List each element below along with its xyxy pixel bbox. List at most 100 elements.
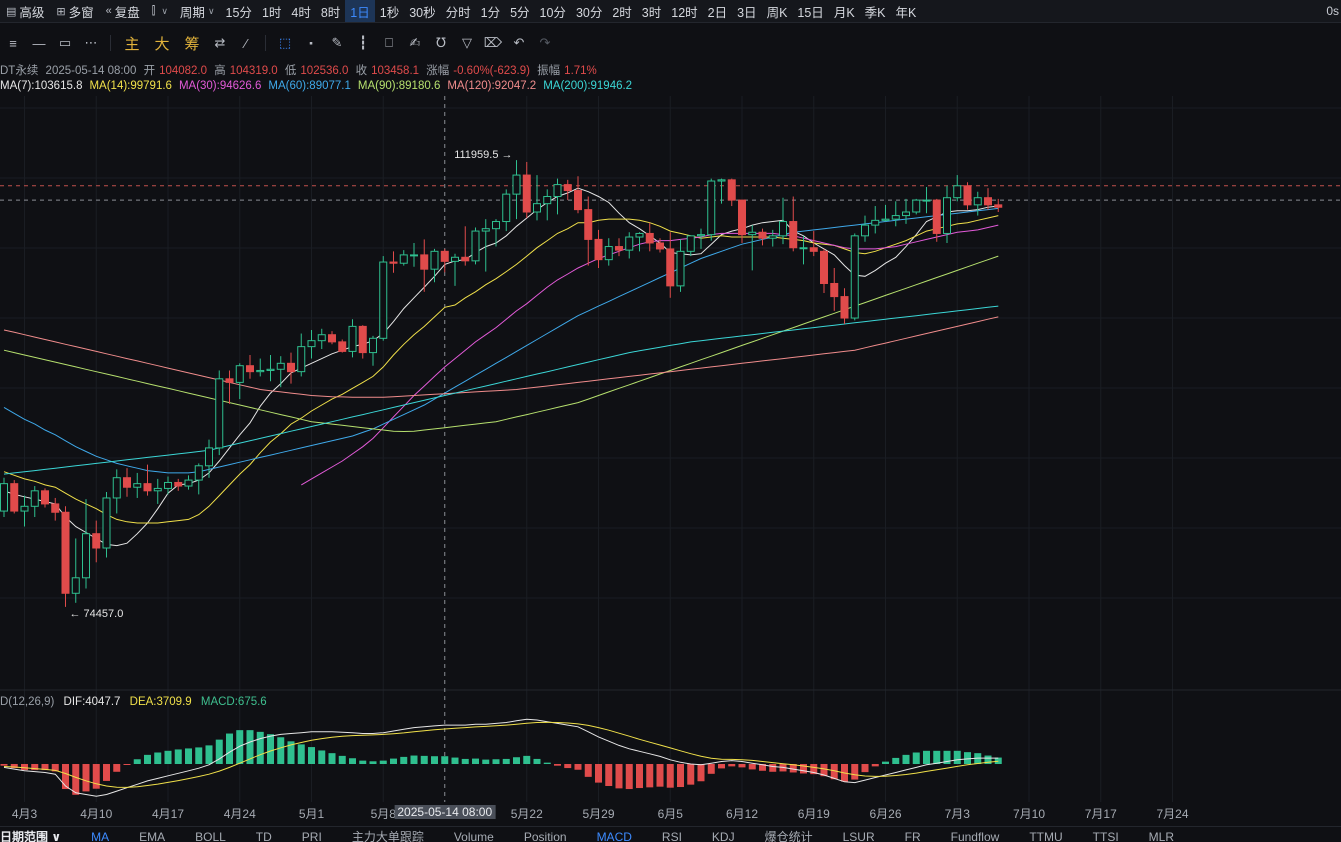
lock-icon[interactable]: ⎕ (385, 35, 393, 50)
candle[interactable] (164, 476, 172, 495)
pen-icon[interactable]: ✎ (331, 35, 343, 50)
candle[interactable] (92, 520, 101, 563)
indicator-tab-3[interactable]: BOLL (195, 830, 226, 842)
candle[interactable] (379, 256, 388, 341)
candle[interactable] (297, 333, 306, 377)
candle[interactable] (0, 477, 8, 518)
candle[interactable] (420, 239, 429, 292)
interval-9[interactable]: 5分 (510, 5, 530, 20)
interval-5[interactable]: 1秒 (379, 5, 400, 20)
candle[interactable] (205, 439, 213, 478)
candle[interactable] (369, 335, 377, 366)
candle[interactable] (748, 225, 757, 271)
candle[interactable] (194, 463, 203, 495)
interval-3[interactable]: 8时 (320, 5, 341, 20)
candle[interactable] (174, 478, 183, 491)
indicator-tab-6[interactable]: 主力大单跟踪 (351, 830, 424, 842)
candle[interactable] (738, 199, 746, 243)
candle[interactable] (451, 253, 459, 286)
top-menu-candle-type-icon-3[interactable]: ⫿ ∨ (146, 0, 174, 22)
candle[interactable] (830, 268, 839, 311)
interval-17[interactable]: 周K (766, 5, 788, 20)
candle[interactable] (82, 499, 90, 589)
indicator-tab-9[interactable]: MACD (596, 830, 632, 842)
interval-21[interactable]: 年K (895, 5, 917, 20)
chart-mode-button-0[interactable]: 主 (124, 35, 140, 53)
candle[interactable] (922, 186, 931, 214)
chart-mode-button-1[interactable]: 大 (154, 35, 170, 53)
candle[interactable] (604, 238, 613, 266)
interval-19[interactable]: 月K (833, 5, 855, 20)
trash-icon[interactable]: ⌦ (483, 35, 503, 50)
candle[interactable] (430, 248, 439, 283)
candle[interactable] (492, 219, 500, 247)
interval-11[interactable]: 30分 (575, 5, 603, 20)
candle[interactable] (615, 238, 623, 257)
candle[interactable] (574, 176, 582, 214)
candle[interactable] (625, 232, 634, 259)
top-menu-replay-icon-2[interactable]: «复盘 (100, 0, 146, 22)
candle[interactable] (994, 198, 1003, 212)
candle[interactable] (789, 196, 798, 252)
candle[interactable] (112, 469, 121, 514)
undo-icon[interactable]: ↶ (513, 35, 525, 50)
candle[interactable] (276, 356, 285, 388)
candle[interactable] (184, 475, 193, 490)
candle[interactable] (51, 497, 60, 521)
candle[interactable] (594, 229, 603, 268)
interval-13[interactable]: 3时 (641, 5, 662, 20)
candle[interactable] (697, 228, 705, 249)
interval-0[interactable]: 15分 (225, 5, 252, 20)
candle[interactable] (871, 206, 880, 234)
candle[interactable] (143, 464, 152, 496)
interval-4[interactable]: 1日 (345, 0, 375, 22)
redo-icon[interactable]: ↷ (539, 35, 551, 50)
candle[interactable] (645, 222, 654, 252)
top-menu-period-4[interactable]: 周期 ∨ (174, 0, 221, 22)
candle[interactable] (984, 188, 992, 210)
kline-chart[interactable]: 111959.5 → ← 74457.0 (0, 96, 1341, 802)
candle[interactable] (225, 370, 234, 404)
interval-6[interactable]: 30秒 (409, 5, 436, 20)
indicator-tab-14[interactable]: FR (904, 830, 921, 842)
chart-mode-button-2[interactable]: 筹 (184, 35, 200, 53)
candle[interactable] (471, 227, 480, 265)
interval-12[interactable]: 2时 (612, 5, 632, 20)
interval-15[interactable]: 2日 (707, 5, 728, 20)
candle[interactable] (707, 178, 716, 241)
candle[interactable] (953, 175, 962, 202)
candle[interactable] (758, 228, 767, 246)
indicator-tab-1[interactable]: MA (91, 830, 110, 842)
interval-18[interactable]: 15日 (797, 5, 824, 20)
candle[interactable] (30, 486, 39, 518)
candle[interactable] (41, 488, 49, 508)
candle[interactable] (502, 189, 511, 232)
candle[interactable] (584, 196, 593, 266)
filter-icon[interactable]: ▽ (462, 35, 472, 50)
candle[interactable] (543, 189, 552, 221)
interval-16[interactable]: 3日 (737, 5, 757, 20)
candle[interactable] (553, 178, 562, 215)
candle[interactable] (902, 198, 910, 224)
candle[interactable] (533, 175, 541, 221)
more-icon[interactable]: ⋯ (84, 35, 98, 50)
candle[interactable] (399, 250, 408, 266)
interval-14[interactable]: 12时 (671, 5, 698, 20)
interval-7[interactable]: 分时 (445, 5, 471, 20)
indicator-tab-4[interactable]: TD (255, 830, 272, 842)
rectangle-icon[interactable]: ▭ (58, 35, 72, 50)
candle[interactable] (461, 226, 470, 266)
candle[interactable] (123, 468, 131, 497)
candle[interactable] (799, 235, 808, 265)
top-menu-layout-icon-0[interactable]: ▤ 高级 (0, 0, 50, 22)
candle[interactable] (522, 161, 531, 218)
interval-8[interactable]: 1分 (480, 5, 501, 20)
candle[interactable] (768, 229, 777, 247)
candle[interactable] (133, 472, 142, 498)
edit-note-icon[interactable]: ✍ (409, 35, 421, 50)
candle[interactable] (932, 198, 941, 242)
candle[interactable] (779, 197, 787, 245)
candle[interactable] (963, 182, 972, 210)
indicator-tab-10[interactable]: RSI (661, 830, 682, 842)
interval-20[interactable]: 季K (864, 5, 886, 20)
